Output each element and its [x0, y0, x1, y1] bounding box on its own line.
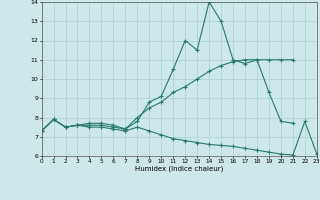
X-axis label: Humidex (Indice chaleur): Humidex (Indice chaleur)	[135, 166, 223, 172]
